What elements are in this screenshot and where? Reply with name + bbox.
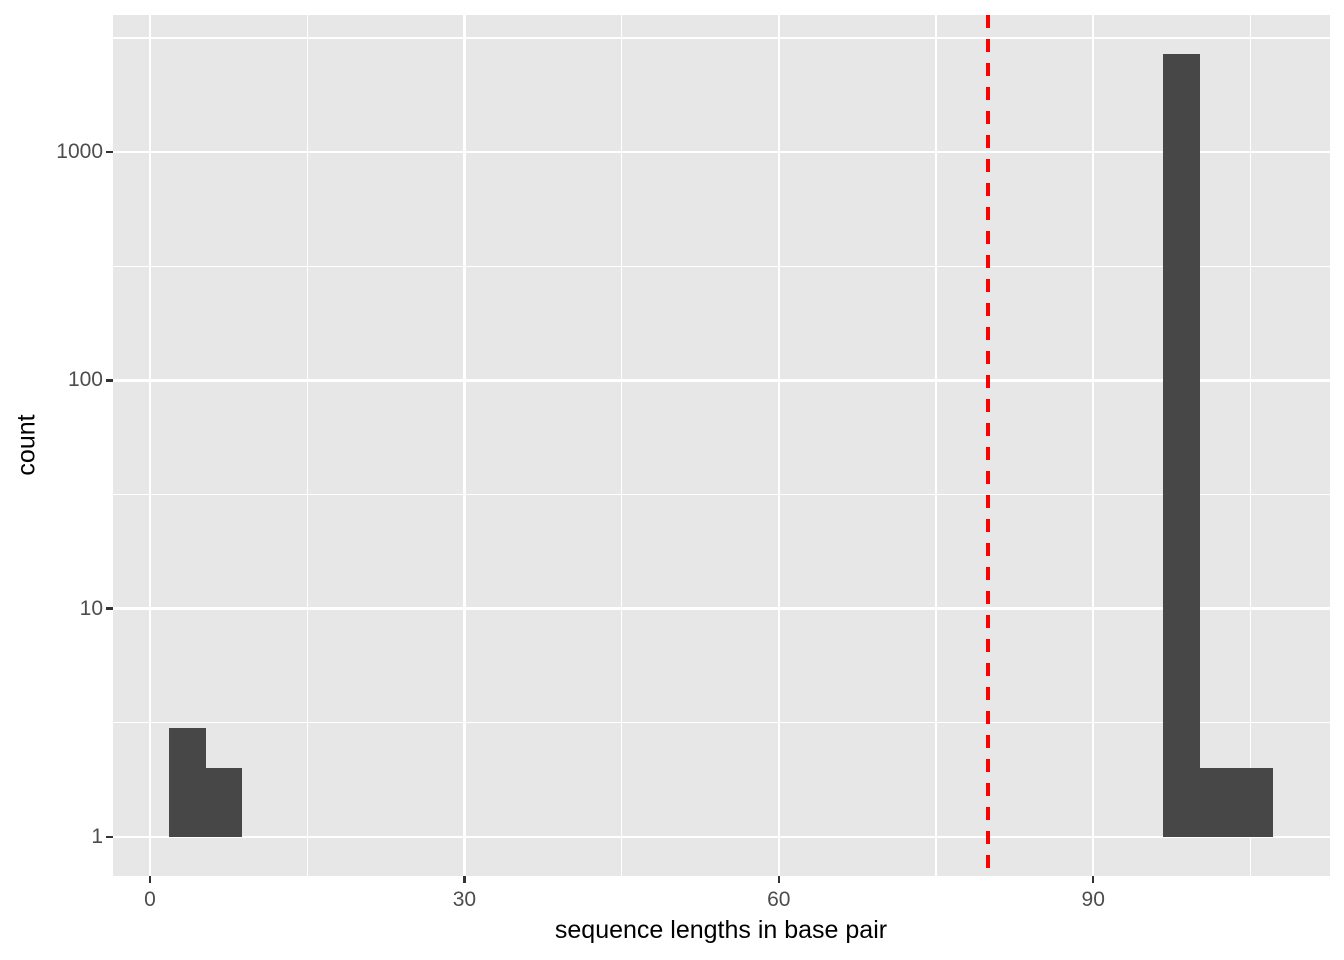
y-axis-tick [106, 150, 113, 154]
x-major-gridline [148, 15, 152, 876]
x-minor-gridline [935, 15, 937, 876]
y-axis-tick-label: 100 [67, 368, 103, 392]
y-minor-gridline [113, 722, 1330, 724]
x-axis-title: sequence lengths in base pair [554, 916, 888, 944]
x-major-gridline [1092, 15, 1095, 876]
x-minor-gridline [306, 15, 308, 876]
y-axis-tick-label: 1 [91, 824, 103, 848]
y-axis-tick [106, 835, 113, 839]
y-minor-gridline [113, 37, 1330, 39]
y-minor-gridline [113, 493, 1330, 496]
histogram-bar [205, 768, 243, 837]
x-axis-tick [777, 876, 780, 883]
y-axis-tick-label: 10 [79, 596, 103, 620]
x-axis-tick [463, 876, 466, 883]
y-major-gridline [113, 150, 1330, 154]
x-axis-tick [1092, 876, 1095, 883]
histogram-bar [1236, 768, 1274, 837]
y-major-gridline [113, 607, 1330, 610]
x-major-gridline [463, 15, 466, 876]
x-axis-tick-label: 30 [452, 888, 477, 911]
y-axis-tick [106, 607, 113, 610]
histogram-bar [1163, 53, 1201, 837]
y-axis-tick-label: 1000 [56, 140, 103, 164]
x-minor-gridline [620, 15, 623, 876]
histogram-bar [168, 728, 206, 837]
y-major-gridline [113, 835, 1330, 839]
y-axis-tick [106, 379, 113, 382]
x-axis-tick [148, 876, 152, 883]
x-minor-gridline [1249, 15, 1252, 876]
reference-vline [986, 15, 991, 876]
y-major-gridline [113, 379, 1330, 382]
x-major-gridline [777, 15, 780, 876]
y-axis-title: count [12, 414, 41, 476]
x-axis-tick-label: 90 [1081, 888, 1105, 911]
x-axis-tick-label: 60 [767, 888, 791, 911]
plot-panel [113, 15, 1330, 876]
y-minor-gridline [113, 265, 1330, 267]
histogram-bar [1200, 768, 1237, 837]
x-axis-tick-label: 0 [144, 888, 156, 911]
